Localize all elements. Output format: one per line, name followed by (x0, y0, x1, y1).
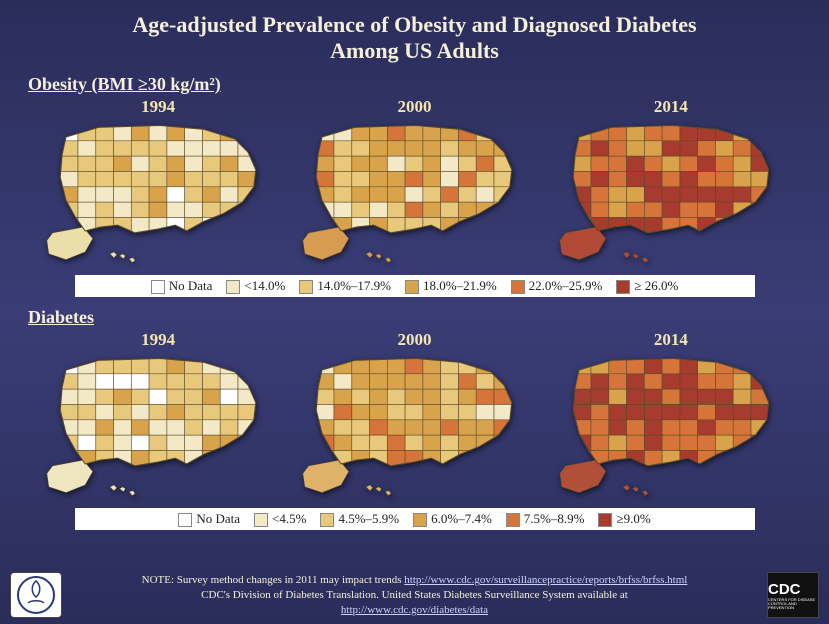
us-map-diabetes-2014 (556, 352, 786, 502)
us-map-obesity-2000 (299, 119, 529, 269)
legend-swatch (598, 513, 612, 527)
legend-swatch (151, 280, 165, 294)
map-cell: 2014 (543, 97, 799, 269)
legend-item: <14.0% (226, 278, 285, 294)
legend-item: 22.0%–25.9% (511, 278, 603, 294)
cdc-logo: CDC CENTERS FOR DISEASE CONTROL AND PREV… (767, 572, 819, 618)
footer-note: NOTE: Survey method changes in 2011 may … (0, 569, 829, 624)
legend-swatch (320, 513, 334, 527)
legend-swatch (506, 513, 520, 527)
map-cell: 1994 (30, 97, 286, 269)
legend-item: <4.5% (254, 511, 306, 527)
year-label: 2014 (543, 330, 799, 350)
map-cell: 2000 (286, 97, 542, 269)
year-label: 2000 (286, 97, 542, 117)
legend-swatch (413, 513, 427, 527)
legend-item: 14.0%–17.9% (299, 278, 391, 294)
us-map-obesity-1994 (43, 119, 273, 269)
section-label-diabetes: Diabetes (0, 303, 829, 330)
legend-diabetes: No Data <4.5% 4.5%–5.9% 6.0%–7.4% 7.5%–8.9% ≥… (75, 508, 755, 530)
year-label: 2014 (543, 97, 799, 117)
legend-item: 6.0%–7.4% (413, 511, 492, 527)
legend-swatch (405, 280, 419, 294)
title-line-1: Age-adjusted Prevalence of Obesity and D… (20, 12, 809, 38)
footer-note-prefix: NOTE: Survey method changes in 2011 may … (142, 574, 405, 586)
year-label: 1994 (30, 330, 286, 350)
year-label: 1994 (30, 97, 286, 117)
legend-item: 7.5%–8.9% (506, 511, 585, 527)
legend-obesity: No Data <14.0% 14.0%–17.9% 18.0%–21.9% 22.0%… (75, 275, 755, 297)
legend-item: 4.5%–5.9% (320, 511, 399, 527)
map-cell: 2000 (286, 330, 542, 502)
title-block: Age-adjusted Prevalence of Obesity and D… (0, 0, 829, 70)
cdc-logo-text: CDC (768, 581, 818, 598)
map-row-obesity: 1994 2000 2014 (0, 97, 829, 269)
us-map-obesity-2014 (556, 119, 786, 269)
legend-swatch (616, 280, 630, 294)
legend-swatch (299, 280, 313, 294)
footer-link-brfss[interactable]: http://www.cdc.gov/surveillancepractice/… (404, 574, 687, 586)
map-row-diabetes: 1994 2000 2014 (0, 330, 829, 502)
legend-item: ≥9.0% (598, 511, 650, 527)
year-label: 2000 (286, 330, 542, 350)
cdc-logo-sub: CENTERS FOR DISEASE CONTROL AND PREVENTI… (768, 598, 818, 610)
legend-item: No Data (178, 511, 240, 527)
footer-link-diabetes-data[interactable]: http://www.cdc.gov/diabetes/data (341, 604, 488, 616)
legend-item: No Data (151, 278, 213, 294)
legend-swatch (226, 280, 240, 294)
legend-swatch (254, 513, 268, 527)
legend-swatch (178, 513, 192, 527)
hhs-logo (10, 572, 62, 618)
map-cell: 2014 (543, 330, 799, 502)
footer-line2: CDC's Division of Diabetes Translation. … (201, 589, 628, 601)
us-map-diabetes-1994 (43, 352, 273, 502)
legend-swatch (511, 280, 525, 294)
us-map-diabetes-2000 (299, 352, 529, 502)
map-cell: 1994 (30, 330, 286, 502)
legend-item: ≥ 26.0% (616, 278, 678, 294)
legend-item: 18.0%–21.9% (405, 278, 497, 294)
title-line-2: Among US Adults (20, 38, 809, 64)
section-label-obesity: Obesity (BMI ≥30 kg/m²) (0, 70, 829, 97)
